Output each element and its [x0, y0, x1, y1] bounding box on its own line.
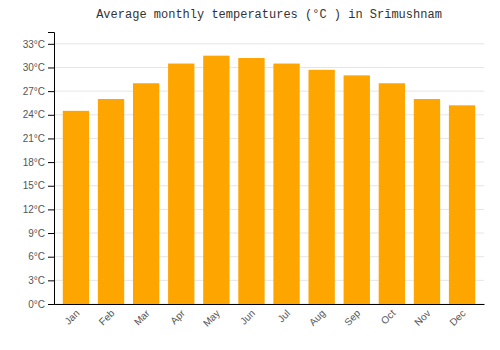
tick-mark [48, 44, 54, 45]
x-tick-label: Aug [307, 308, 327, 328]
tick-mark [48, 304, 54, 305]
bar [98, 99, 124, 304]
x-tick: Aug [307, 308, 327, 328]
x-tick-label: Dec [447, 308, 467, 328]
x-tick: Jan [62, 308, 81, 327]
tick-mark [48, 257, 54, 258]
x-tick: Jul [275, 308, 292, 325]
y-tick-label: 15°C [23, 180, 45, 191]
y-tick-label: 6°C [28, 251, 45, 262]
y-tick-label: 3°C [28, 275, 45, 286]
x-tick-label: Sep [342, 307, 363, 328]
y-tick-label: 24°C [23, 109, 45, 120]
x-tick-label: Jan [62, 308, 81, 327]
y-tick: 9°C [28, 228, 54, 239]
tick-mark [48, 91, 54, 92]
bar [133, 83, 159, 304]
bar [168, 64, 194, 304]
tick-mark [48, 162, 54, 163]
bar [379, 83, 405, 304]
bars [63, 56, 475, 304]
x-tick: Sep [342, 307, 363, 328]
y-tick-label: 18°C [23, 157, 45, 168]
grid-line [54, 43, 484, 44]
y-tick: 33°C [23, 39, 54, 50]
x-tick-label: Mar [132, 307, 152, 327]
y-tick: 27°C [23, 86, 54, 97]
y-tick: 15°C [23, 180, 54, 191]
title: Average monthly temperatures (°C ) in Sr… [96, 8, 442, 22]
x-tick: Dec [447, 308, 467, 328]
x-tick: Feb [97, 307, 117, 327]
bar [203, 56, 229, 304]
y-tick-label: 12°C [23, 204, 45, 215]
bar [308, 70, 334, 304]
tick-mark [48, 138, 54, 139]
y-tick-label: 27°C [23, 86, 45, 97]
x-tick-label: Nov [412, 308, 432, 328]
y-tick: 0°C [28, 299, 54, 310]
y-tick: 6°C [28, 251, 54, 262]
bar [449, 105, 475, 304]
tick-mark [48, 67, 54, 68]
x-tick: Nov [412, 308, 432, 328]
x-tick: Apr [168, 307, 187, 326]
tick-mark [48, 186, 54, 187]
tick-mark [48, 280, 54, 281]
bar [414, 99, 440, 304]
x-tick: Mar [132, 307, 152, 327]
bar [344, 75, 370, 304]
x-tick-label: Feb [97, 307, 117, 327]
bar [273, 64, 299, 304]
y-axis: 0°C 3°C 6°C 9°C 12°C 15°C 18°C 21°C 24°C 27°C 30°C… [23, 33, 55, 310]
y-tick-label: 33°C [23, 39, 45, 50]
grid [54, 44, 484, 304]
y-tick: 24°C [23, 109, 54, 120]
axis-line [55, 304, 485, 305]
y-tick: 30°C [23, 62, 54, 73]
y-tick: 3°C [28, 275, 54, 286]
tick-mark [48, 115, 54, 116]
bar [238, 58, 264, 304]
y-tick: 12°C [23, 204, 54, 215]
x-tick-label: Jul [275, 308, 292, 325]
x-tick-label: Apr [168, 307, 187, 326]
tick-mark [48, 233, 54, 234]
y-tick: 21°C [23, 133, 54, 144]
y-tick-label: 30°C [23, 62, 45, 73]
x-tick-label: Oct [379, 307, 398, 326]
bar [63, 111, 89, 304]
y-tick-label: 9°C [28, 228, 45, 239]
y-tick-label: 21°C [23, 133, 45, 144]
x-tick: Jun [238, 308, 257, 327]
tick-mark [48, 209, 54, 210]
grid-line [54, 91, 484, 92]
y-tick-label: 0°C [28, 299, 45, 310]
x-tick: May [201, 308, 222, 329]
x-tick-label: Jun [238, 308, 257, 327]
x-tick: Oct [379, 307, 398, 326]
grid-line [54, 67, 484, 68]
chart: Jan Feb Mar Apr May Jun Jul Aug Sep Oct Nov Dec 0°C 3… [0, 0, 500, 350]
axis-line [48, 33, 55, 305]
y-tick: 18°C [23, 157, 54, 168]
x-tick-label: May [201, 308, 222, 329]
x-axis: Jan Feb Mar Apr May Jun Jul Aug Sep Oct Nov Dec [55, 305, 485, 329]
